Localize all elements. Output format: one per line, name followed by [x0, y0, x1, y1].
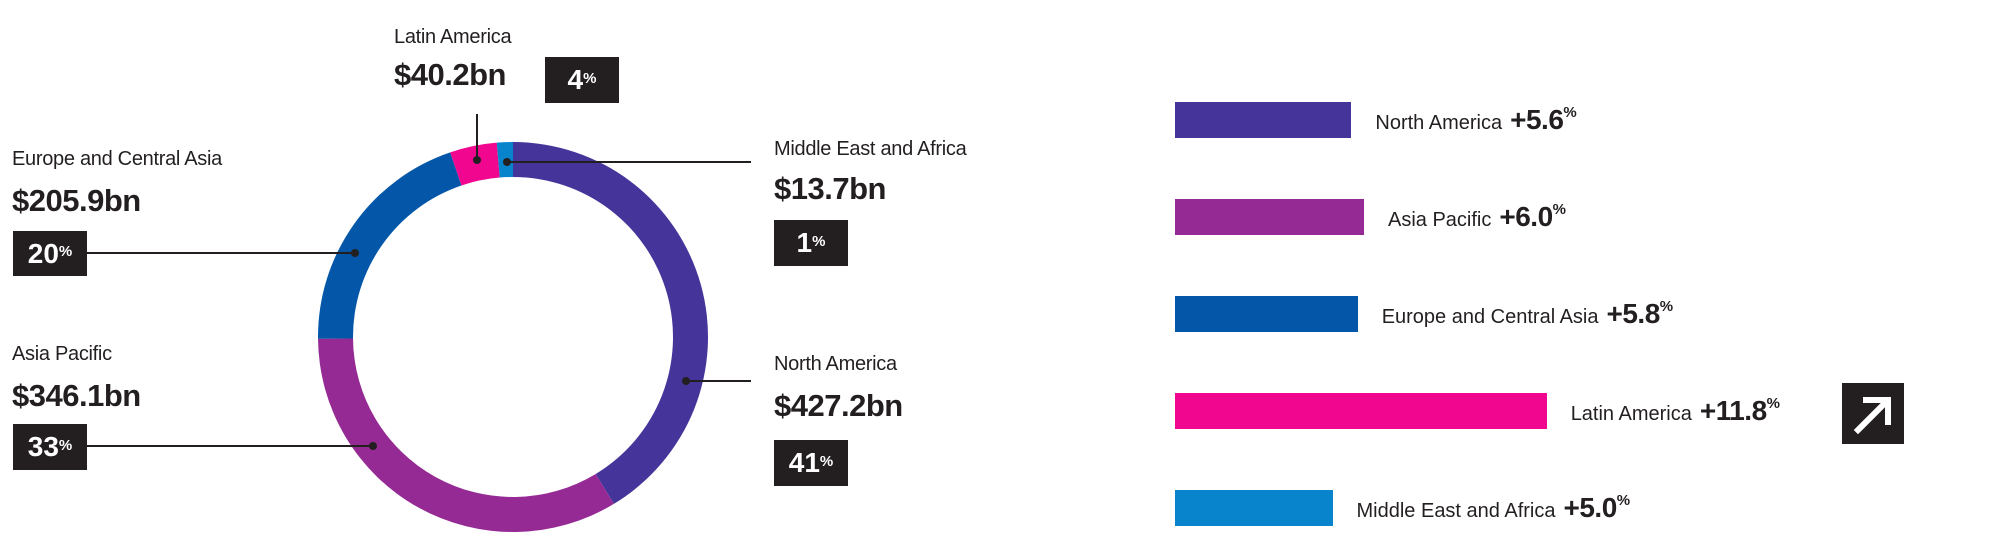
pct-value: 33	[27, 431, 59, 462]
growth-value: +6.0%	[1499, 200, 1566, 232]
growth-value: +5.8%	[1606, 297, 1674, 329]
growth-region-name: North America	[1375, 112, 1503, 134]
growth-label: North America +5.6%	[1375, 104, 1576, 136]
pct-value: 20	[27, 237, 59, 269]
pct-value: 41	[788, 447, 820, 478]
label-middle-east-africa: Middle East and Africa $13.7bn	[774, 138, 967, 207]
growth-label: Middle East and Africa +5.0%	[1356, 491, 1631, 524]
growth-value: +5.0%	[1563, 491, 1631, 523]
growth-unit: %	[1616, 491, 1630, 509]
arrow-up-right-icon	[1842, 383, 1904, 444]
growth-bar-latin-america	[1175, 393, 1547, 429]
growth-region-name: Latin America	[1570, 403, 1692, 425]
pct-value: 1	[796, 227, 813, 258]
growth-region-name: Middle East and Africa	[1356, 500, 1556, 522]
pct-badge-middle-east-africa: 1%	[774, 220, 848, 266]
growth-label: Asia Pacific +6.0%	[1388, 201, 1566, 233]
donut-slice-europe-and-central-asia	[318, 152, 462, 339]
label-north-america: North America $427.2bn	[774, 353, 903, 424]
leader-dot-north-america	[682, 377, 690, 385]
region-amount: $427.2bn	[774, 388, 903, 423]
pct-unit: %	[583, 69, 597, 87]
region-amount: $205.9bn	[12, 183, 141, 218]
leader-dot-europe-central-asia	[351, 249, 359, 257]
region-amount: $346.1bn	[12, 378, 141, 413]
pct-unit: %	[58, 436, 73, 454]
growth-label: Latin America +11.8%	[1571, 395, 1780, 427]
growth-unit: %	[1766, 394, 1780, 412]
donut-slice-asia-pacific	[318, 338, 614, 533]
growth-bar-asia-pacific	[1175, 199, 1364, 235]
growth-bar-europe-and-central-asia	[1175, 296, 1358, 332]
leader-dot-asia-pacific	[369, 442, 377, 450]
growth-region-name: Europe and Central Asia	[1381, 306, 1599, 328]
region-name: Latin America	[394, 26, 512, 48]
growth-label: Europe and Central Asia +5.8%	[1382, 298, 1673, 330]
growth-unit: %	[1659, 297, 1673, 315]
pct-unit: %	[819, 452, 834, 470]
pct-badge-asia-pacific: 33%	[13, 424, 87, 470]
growth-bar-north-america	[1175, 102, 1352, 138]
growth-unit: %	[1552, 200, 1566, 218]
region-amount: $40.2bn	[394, 57, 506, 92]
leader-dot-middle-east-africa	[503, 158, 511, 166]
pct-value: 4	[567, 64, 584, 95]
growth-unit: %	[1563, 103, 1577, 121]
region-name: Europe and Central Asia	[12, 148, 222, 170]
pct-badge-latin-america: 4%	[545, 57, 619, 103]
donut-slice-latin-america	[450, 142, 500, 186]
growth-region-name: Asia Pacific	[1388, 209, 1492, 231]
label-asia-pacific: Asia Pacific $346.1bn	[12, 343, 141, 414]
region-name: North America	[774, 353, 897, 375]
label-latin-america: Latin America $40.2bn	[394, 26, 512, 93]
region-amount: $13.7bn	[774, 171, 886, 206]
pct-badge-europe-central-asia: 20%	[13, 231, 87, 276]
region-name: Middle East and Africa	[774, 138, 967, 160]
label-europe-central-asia: Europe and Central Asia $205.9bn	[12, 148, 222, 219]
pct-badge-north-america: 41%	[774, 440, 848, 486]
growth-bar-middle-east-and-africa	[1175, 490, 1333, 526]
pct-unit: %	[58, 243, 73, 260]
leader-dot-latin-america	[473, 156, 481, 164]
pct-unit: %	[812, 232, 826, 250]
region-name: Asia Pacific	[12, 343, 112, 365]
growth-value: +5.6%	[1510, 103, 1577, 135]
donut-slice-north-america	[513, 142, 709, 504]
growth-value: +11.8%	[1699, 394, 1780, 426]
